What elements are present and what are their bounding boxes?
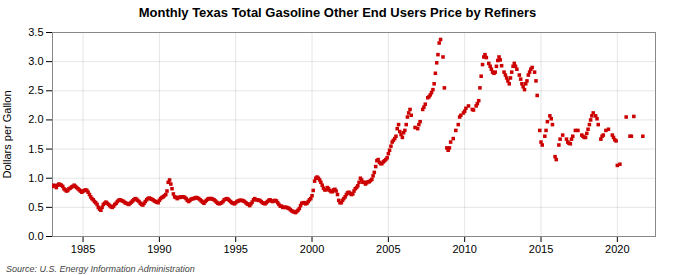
svg-text:Dollars per Gallon: Dollars per Gallon xyxy=(1,90,13,178)
html-text:Source: U.S. Energy Informatio: Source: U.S. Energy Information Administ… xyxy=(6,264,195,274)
svg-text:0.5: 0.5 xyxy=(28,201,43,213)
svg-text:3.5: 3.5 xyxy=(28,26,43,38)
svg-text:3.0: 3.0 xyxy=(28,55,43,67)
svg-text:1.5: 1.5 xyxy=(28,143,43,155)
svg-text:2020: 2020 xyxy=(605,243,629,255)
svg-text:2.5: 2.5 xyxy=(28,84,43,96)
html-text:Monthly Texas Total Gasoline O: Monthly Texas Total Gasoline Other End U… xyxy=(138,5,537,20)
svg-text:2000: 2000 xyxy=(300,243,324,255)
svg-text:2005: 2005 xyxy=(376,243,400,255)
svg-text:1990: 1990 xyxy=(147,243,171,255)
svg-text:1.0: 1.0 xyxy=(28,172,43,184)
svg-text:1995: 1995 xyxy=(223,243,247,255)
svg-text:1985: 1985 xyxy=(71,243,95,255)
svg-text:2.0: 2.0 xyxy=(28,113,43,125)
svg-text:0.0: 0.0 xyxy=(28,230,43,242)
svg-text:2015: 2015 xyxy=(529,243,553,255)
svg-text:2010: 2010 xyxy=(452,243,476,255)
